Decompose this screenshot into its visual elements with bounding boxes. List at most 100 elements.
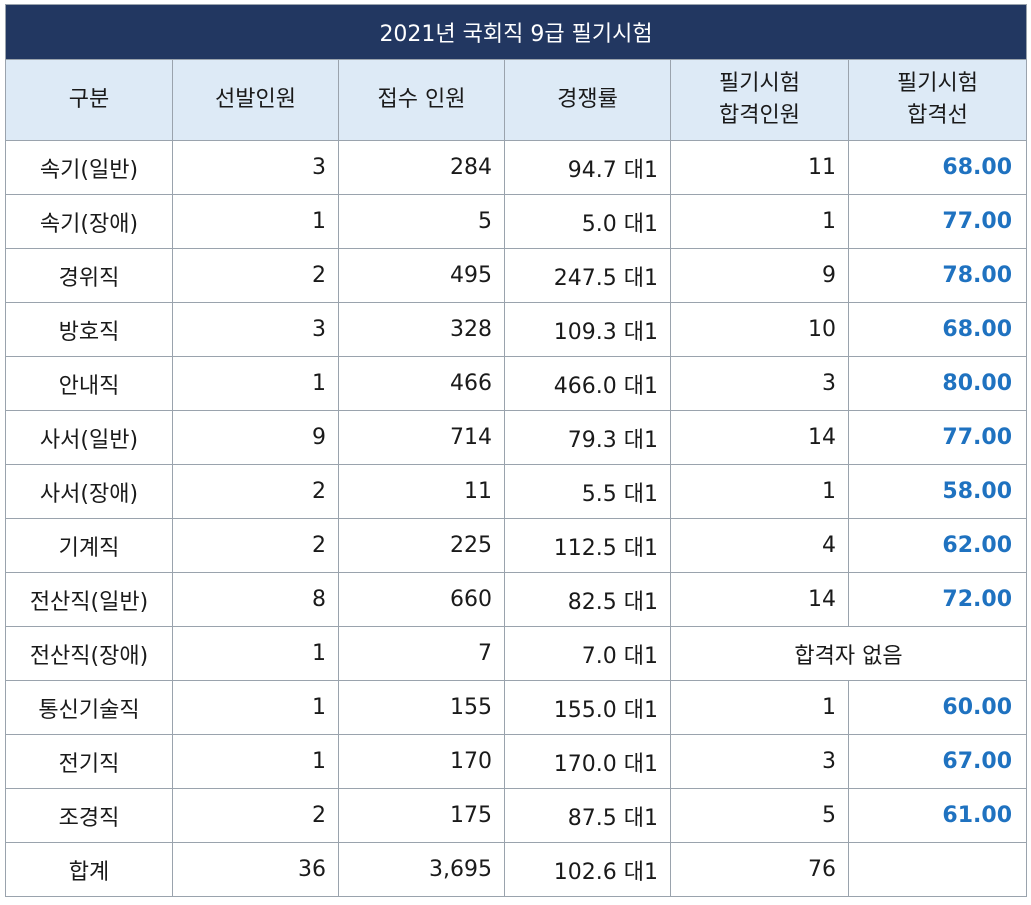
- cell-cutoff: 68.00: [847, 140, 1028, 195]
- header-cutoff: 필기시험 합격선: [847, 59, 1028, 141]
- cell-selected: 1: [172, 194, 339, 249]
- cell-ratio: 247.5 대1: [504, 248, 671, 303]
- cell-category: 조경직: [5, 788, 173, 843]
- cell-cutoff: 80.00: [847, 356, 1028, 411]
- cell-applicants: 714: [338, 410, 505, 465]
- table-row: 방호직 3 328 109.3 대1 10 68.00: [5, 302, 1028, 357]
- cell-passed: 5: [670, 788, 849, 843]
- cell-ratio: 94.7 대1: [504, 140, 671, 195]
- cell-passed: 3: [670, 734, 849, 789]
- header-applicants: 접수 인원: [338, 59, 505, 141]
- cell-selected: 2: [172, 518, 339, 573]
- cell-selected: 1: [172, 356, 339, 411]
- cell-selected: 1: [172, 680, 339, 735]
- header-row: 구분 선발인원 접수 인원 경쟁률 필기시험 합격인원 필기시험 합격선: [5, 59, 1028, 141]
- cell-passed: 3: [670, 356, 849, 411]
- exam-results-table: 2021년 국회직 9급 필기시험 구분 선발인원 접수 인원 경쟁률 필기시험…: [4, 4, 1028, 897]
- cell-passed: 14: [670, 572, 849, 627]
- cell-cutoff: 61.00: [847, 788, 1028, 843]
- cell-ratio: 170.0 대1: [504, 734, 671, 789]
- cell-ratio: 5.5 대1: [504, 464, 671, 519]
- cell-category: 통신기술직: [5, 680, 173, 735]
- cell-applicants: 3,695: [338, 842, 505, 897]
- cell-cutoff: 68.00: [847, 302, 1028, 357]
- cell-cutoff: [847, 842, 1028, 897]
- header-cutoff-line2: 합격선: [907, 103, 968, 128]
- cell-selected: 8: [172, 572, 339, 627]
- cell-applicants: 175: [338, 788, 505, 843]
- table-row: 기계직 2 225 112.5 대1 4 62.00: [5, 518, 1028, 573]
- table-row: 속기(일반) 3 284 94.7 대1 11 68.00: [5, 140, 1028, 195]
- cell-category: 사서(일반): [5, 410, 173, 465]
- cell-category: 전산직(일반): [5, 572, 173, 627]
- total-row: 합계 36 3,695 102.6 대1 76: [5, 842, 1028, 897]
- cell-category: 전산직(장애): [5, 626, 173, 681]
- cell-applicants: 660: [338, 572, 505, 627]
- cell-applicants: 7: [338, 626, 505, 681]
- cell-selected: 1: [172, 626, 339, 681]
- cell-category: 합계: [5, 842, 173, 897]
- cell-category: 사서(장애): [5, 464, 173, 519]
- header-cutoff-line1: 필기시험: [897, 71, 978, 96]
- cell-ratio: 7.0 대1: [504, 626, 671, 681]
- cell-passed: 1: [670, 194, 849, 249]
- header-passed-line1: 필기시험: [719, 71, 800, 96]
- table-row: 속기(장애) 1 5 5.0 대1 1 77.00: [5, 194, 1028, 249]
- cell-applicants: 5: [338, 194, 505, 249]
- table-row: 조경직 2 175 87.5 대1 5 61.00: [5, 788, 1028, 843]
- cell-category: 방호직: [5, 302, 173, 357]
- cell-cutoff: 60.00: [847, 680, 1028, 735]
- cell-passed: 9: [670, 248, 849, 303]
- table-row: 경위직 2 495 247.5 대1 9 78.00: [5, 248, 1028, 303]
- cell-category: 기계직: [5, 518, 173, 573]
- cell-ratio: 82.5 대1: [504, 572, 671, 627]
- table-row: 전산직(장애) 1 7 7.0 대1 합격자 없음: [5, 626, 1028, 681]
- cell-cutoff: 77.00: [847, 410, 1028, 465]
- cell-selected: 1: [172, 734, 339, 789]
- cell-applicants: 11: [338, 464, 505, 519]
- header-ratio: 경쟁률: [504, 59, 671, 141]
- table-row: 사서(일반) 9 714 79.3 대1 14 77.00: [5, 410, 1028, 465]
- cell-applicants: 225: [338, 518, 505, 573]
- cell-selected: 3: [172, 140, 339, 195]
- header-passed: 필기시험 합격인원: [670, 59, 849, 141]
- cell-selected: 2: [172, 464, 339, 519]
- cell-category: 속기(장애): [5, 194, 173, 249]
- cell-passed: 14: [670, 410, 849, 465]
- table-row: 통신기술직 1 155 155.0 대1 1 60.00: [5, 680, 1028, 735]
- cell-applicants: 495: [338, 248, 505, 303]
- header-category: 구분: [5, 59, 173, 141]
- table-row: 전산직(일반) 8 660 82.5 대1 14 72.00: [5, 572, 1028, 627]
- cell-selected: 2: [172, 248, 339, 303]
- cell-applicants: 328: [338, 302, 505, 357]
- title-row: 2021년 국회직 9급 필기시험: [4, 4, 1028, 60]
- cell-passed: 1: [670, 464, 849, 519]
- cell-category: 안내직: [5, 356, 173, 411]
- cell-applicants: 170: [338, 734, 505, 789]
- table-row: 전기직 1 170 170.0 대1 3 67.00: [5, 734, 1028, 789]
- cell-applicants: 155: [338, 680, 505, 735]
- cell-passed: 4: [670, 518, 849, 573]
- exam-results-table-wrapper: 2021년 국회직 9급 필기시험 구분 선발인원 접수 인원 경쟁률 필기시험…: [4, 4, 1028, 897]
- cell-applicants: 284: [338, 140, 505, 195]
- cell-ratio: 87.5 대1: [504, 788, 671, 843]
- cell-selected: 9: [172, 410, 339, 465]
- cell-ratio: 466.0 대1: [504, 356, 671, 411]
- cell-ratio: 79.3 대1: [504, 410, 671, 465]
- cell-selected: 2: [172, 788, 339, 843]
- cell-category: 속기(일반): [5, 140, 173, 195]
- cell-cutoff: 72.00: [847, 572, 1028, 627]
- cell-passed: 10: [670, 302, 849, 357]
- cell-applicants: 466: [338, 356, 505, 411]
- cell-cutoff: 78.00: [847, 248, 1028, 303]
- cell-category: 경위직: [5, 248, 173, 303]
- cell-cutoff: 58.00: [847, 464, 1028, 519]
- table-row: 안내직 1 466 466.0 대1 3 80.00: [5, 356, 1028, 411]
- cell-passed: 1: [670, 680, 849, 735]
- cell-ratio: 102.6 대1: [504, 842, 671, 897]
- header-passed-line2: 합격인원: [719, 103, 800, 128]
- header-selected: 선발인원: [172, 59, 339, 141]
- cell-no-pass: 합격자 없음: [669, 626, 1028, 681]
- cell-cutoff: 77.00: [847, 194, 1028, 249]
- cell-passed: 76: [670, 842, 849, 897]
